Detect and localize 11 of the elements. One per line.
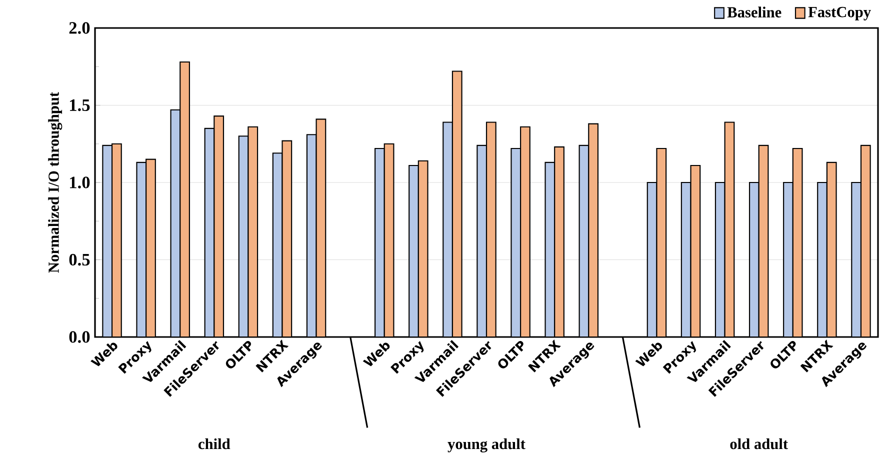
y-tick-label: 1.0	[70, 176, 90, 188]
legend-label: Baseline	[727, 6, 782, 18]
y-tick-label: 0.0	[69, 331, 90, 343]
text: child	[198, 438, 230, 450]
legend-label: FastCopy	[808, 6, 871, 20]
y-axis-title: Normalized I/O throughput	[48, 92, 62, 273]
y-tick-label: 1.5	[70, 99, 90, 112]
y-tick-label: 2.0	[69, 22, 90, 34]
text: young adult	[448, 438, 526, 452]
text: old adult	[730, 438, 788, 450]
y-tick-label: 0.5	[69, 254, 90, 266]
